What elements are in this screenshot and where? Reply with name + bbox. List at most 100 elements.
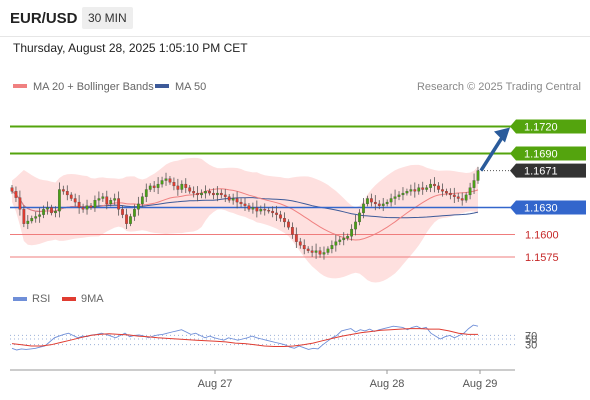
ma20-legend-swatch [13, 84, 27, 88]
candle [437, 182, 440, 193]
candle [377, 200, 381, 210]
candle [441, 183, 444, 197]
candle [405, 188, 409, 196]
target-arrow-shaft [479, 133, 506, 172]
candle [389, 193, 393, 207]
ma20-legend-label: MA 20 + Bollinger Bands [33, 81, 154, 93]
candle [69, 192, 73, 201]
candle [362, 197, 365, 219]
candle [283, 212, 286, 228]
level-1-1671-tag [516, 163, 586, 178]
candle [456, 192, 460, 202]
candle [445, 188, 448, 196]
candle [464, 192, 468, 203]
candle [346, 233, 350, 241]
candle [472, 173, 476, 195]
candle [468, 182, 472, 200]
candle [121, 205, 124, 219]
candle [184, 178, 188, 194]
candle [243, 197, 247, 212]
level-1-1630-label: 1.1630 [524, 203, 558, 215]
candle [425, 185, 429, 192]
ma9-legend-label: 9MA [81, 293, 104, 305]
x-tick-label: Aug 28 [370, 378, 405, 390]
candle [85, 199, 89, 215]
candle [433, 177, 436, 193]
rsi-level-label: 70 [525, 330, 537, 342]
candle [61, 185, 65, 195]
candle [168, 176, 172, 185]
candle [65, 185, 69, 201]
candle [10, 185, 14, 194]
candle [350, 224, 354, 241]
candle [366, 195, 369, 207]
candle [117, 191, 121, 216]
candle [77, 195, 81, 214]
candle [188, 185, 192, 194]
candle [271, 206, 275, 218]
candle [397, 191, 401, 201]
candle [310, 245, 314, 257]
rsi-legend-swatch [13, 297, 27, 301]
candle [200, 189, 203, 199]
level-1-1720-tag [516, 119, 586, 134]
candle [251, 202, 255, 214]
candle [215, 186, 219, 202]
candle [275, 205, 278, 222]
candle [42, 205, 45, 219]
candle [172, 177, 176, 191]
candle [30, 215, 34, 224]
target-arrow [479, 127, 510, 172]
ma50-legend-swatch [155, 84, 169, 88]
level-1-1671-label: 1.1671 [524, 166, 558, 178]
candle [239, 198, 243, 208]
candle [452, 187, 456, 204]
candle [385, 199, 389, 207]
candle [460, 192, 464, 206]
candle [109, 197, 113, 207]
candle [354, 214, 357, 236]
candle [152, 181, 156, 193]
timeframe-badge[interactable]: 30 MIN [82, 7, 133, 29]
candle [125, 208, 128, 230]
candle [421, 181, 425, 195]
candle [417, 183, 421, 195]
timestamp: Thursday, August 28, 2025 1:05:10 PM CET [13, 41, 248, 55]
rsi-ma9-line [11, 328, 478, 347]
level-1-1671-pointer [510, 163, 516, 178]
candle [448, 188, 452, 200]
candle [342, 232, 346, 246]
candle [180, 180, 184, 193]
candle [192, 186, 196, 198]
candle [148, 183, 152, 192]
candle [287, 219, 290, 230]
candle [255, 200, 259, 218]
level-1-1690-tag [516, 146, 586, 161]
candle [136, 196, 140, 216]
candle [196, 186, 199, 202]
candle [105, 190, 109, 210]
candle [369, 193, 373, 207]
candle [26, 215, 30, 230]
candle [338, 236, 342, 246]
candle [314, 243, 318, 259]
candle [227, 194, 231, 203]
candle [318, 246, 322, 258]
ma50-legend-label: MA 50 [175, 81, 206, 93]
candle [204, 185, 207, 199]
candle [101, 192, 105, 202]
candle [219, 189, 223, 199]
candle [133, 204, 136, 221]
candle [14, 186, 18, 202]
candle [259, 205, 263, 215]
level-1-1720-label: 1.1720 [524, 122, 558, 134]
bollinger-band-fill [12, 157, 478, 283]
candle [34, 211, 38, 223]
rsi-legend-label: RSI [32, 293, 50, 305]
candle [401, 187, 405, 201]
candle [144, 183, 148, 203]
bollinger-bands [12, 157, 478, 283]
level-1-1575-label: 1.1575 [525, 252, 559, 264]
candle [263, 203, 267, 216]
